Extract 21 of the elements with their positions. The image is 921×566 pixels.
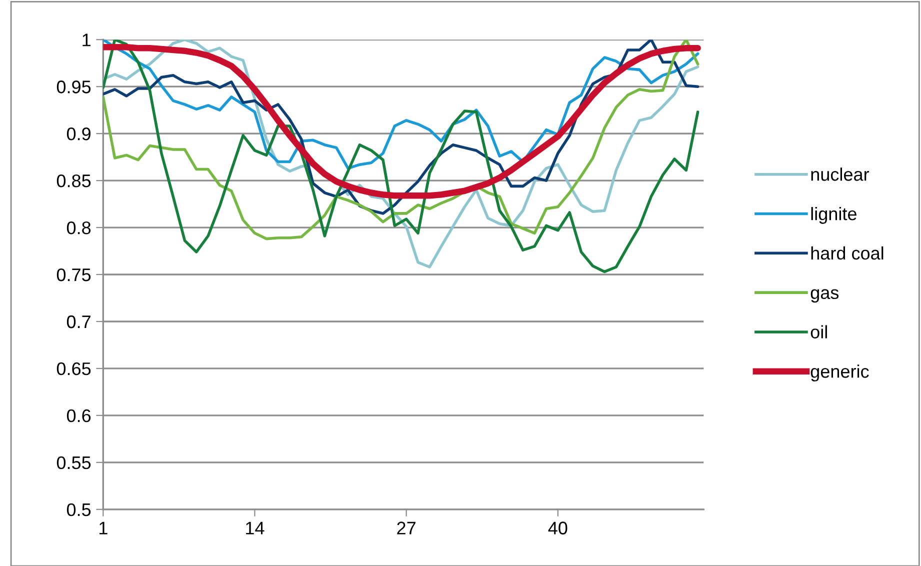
x-tick-label: 27 xyxy=(397,522,416,534)
legend-label: gas xyxy=(810,289,839,303)
x-tick-label: 14 xyxy=(246,522,264,534)
x-tick-label: 40 xyxy=(548,522,568,534)
y-tick-label: 0.6 xyxy=(66,409,91,422)
legend-label: hard coal xyxy=(811,246,884,260)
y-tick-label: 0.9 xyxy=(66,128,90,140)
legend-label: generic xyxy=(810,364,869,382)
y-tick-label: 0.5 xyxy=(66,503,91,516)
y-tick-label: 0.85 xyxy=(56,174,91,188)
y-tick-label: 0.7 xyxy=(66,315,90,328)
legend-label: oil xyxy=(810,325,827,338)
x-tick-label: 1 xyxy=(100,522,108,534)
y-tick-label: 0.65 xyxy=(56,362,91,376)
y-tick-label: 0.55 xyxy=(56,456,91,470)
y-tick-label: 0.8 xyxy=(66,221,91,234)
y-tick-label: 1 xyxy=(82,34,90,46)
y-tick-label: 0.75 xyxy=(56,268,91,282)
legend-label: nuclear xyxy=(811,168,870,181)
y-tick-label: 0.95 xyxy=(56,80,91,94)
legend-label: lignite xyxy=(811,206,856,224)
